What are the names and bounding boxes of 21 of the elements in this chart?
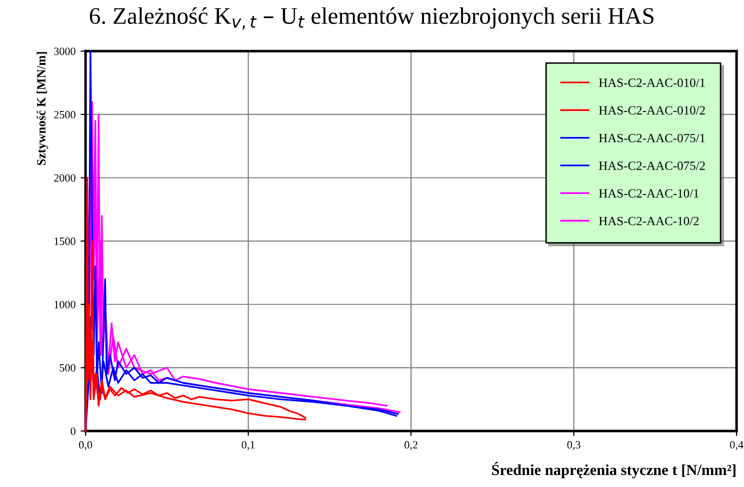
- y-tick-label: 1000: [54, 300, 76, 308]
- y-axis-title: Sztywność K [MN/m]: [36, 52, 48, 166]
- x-tick-label: 0,0: [79, 441, 92, 450]
- y-tick-label: 1500: [54, 238, 76, 246]
- y-tick-label: 500: [60, 364, 76, 372]
- legend-label: HAS-C2-AAC-10/1: [598, 189, 699, 198]
- y-tick-label: 0: [70, 427, 76, 435]
- legend-label: HAS-C2-AAC-075/1: [598, 134, 705, 142]
- x-tick-label: 0,1: [242, 441, 255, 450]
- legend-label: HAS-C2-AAC-075/2: [598, 162, 705, 170]
- y-tick-label: 2000: [54, 174, 76, 182]
- y-tick-label: 3000: [54, 48, 76, 56]
- legend-label: HAS-C2-AAC-10/2: [598, 216, 699, 226]
- x-axis-title: Średnie naprężenia styczne t [N/mm²]: [492, 462, 736, 478]
- legend-label: HAS-C2-AAC-010/2: [598, 106, 705, 115]
- x-tick-label: 0,2: [404, 441, 418, 450]
- y-tick-label: 2500: [54, 110, 76, 118]
- x-tick-label: 0,4: [730, 441, 744, 450]
- x-tick-label: 0,3: [567, 441, 580, 450]
- legend-label: HAS-C2-AAC-010/1: [598, 78, 705, 87]
- chart-title: 6. Zależność K$_{v,t}$ – U$_{t}$ elementów niezbrojonych serii HAS: [90, 7, 654, 30]
